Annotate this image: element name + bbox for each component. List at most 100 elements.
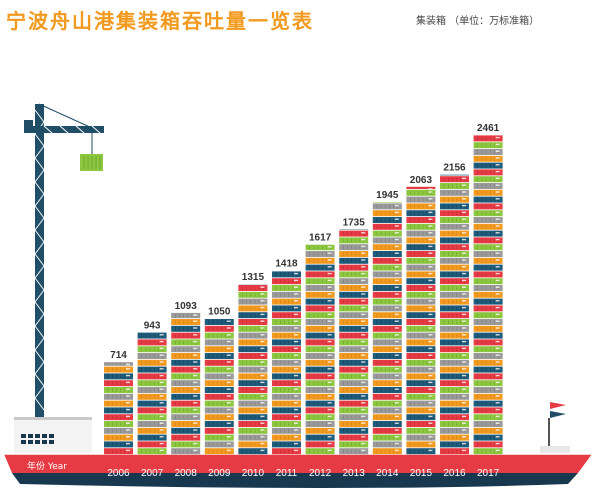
container-tag bbox=[495, 449, 500, 452]
container-tag bbox=[361, 395, 366, 397]
container-tag bbox=[294, 381, 298, 384]
container-tag bbox=[260, 408, 265, 411]
container-box bbox=[339, 407, 369, 414]
container-tag bbox=[226, 340, 231, 343]
container-box bbox=[473, 251, 503, 257]
container-tag bbox=[394, 340, 399, 343]
container-box bbox=[272, 380, 301, 387]
container-tag bbox=[193, 388, 198, 390]
container-box bbox=[372, 202, 402, 203]
container-tag bbox=[428, 211, 433, 214]
container-tag bbox=[495, 395, 500, 397]
container-tag bbox=[226, 402, 231, 404]
container-tag bbox=[394, 238, 399, 241]
container-tag bbox=[428, 442, 433, 445]
container-box bbox=[339, 332, 369, 339]
container-tag bbox=[126, 368, 130, 370]
container-tag bbox=[327, 266, 332, 268]
container-tag bbox=[327, 368, 332, 370]
container-box bbox=[440, 210, 469, 217]
container-box bbox=[440, 380, 469, 387]
container-box bbox=[272, 414, 301, 421]
container-box bbox=[305, 244, 335, 251]
container-tag bbox=[294, 442, 298, 445]
container-tag bbox=[394, 259, 399, 261]
container-box bbox=[406, 366, 436, 373]
container-tag bbox=[327, 272, 332, 275]
container-box bbox=[339, 291, 369, 298]
container-tag bbox=[428, 293, 433, 295]
container-tag bbox=[462, 327, 466, 329]
container-box bbox=[473, 373, 503, 380]
container-tag bbox=[361, 259, 366, 261]
container-tag bbox=[159, 381, 164, 384]
container-tag bbox=[126, 449, 130, 452]
container-tag bbox=[495, 381, 500, 384]
container-tag bbox=[428, 368, 433, 370]
container-tag bbox=[361, 347, 366, 350]
crane-counterweight bbox=[24, 120, 33, 130]
container-box bbox=[171, 414, 201, 421]
container-tag bbox=[495, 170, 500, 173]
container-box bbox=[272, 393, 301, 400]
container-box bbox=[305, 393, 335, 400]
container-tag bbox=[361, 415, 366, 418]
container-box bbox=[137, 434, 167, 441]
container-box bbox=[406, 346, 436, 353]
container-tag bbox=[462, 422, 466, 424]
container-box bbox=[137, 407, 167, 414]
container-box bbox=[473, 278, 503, 285]
container-box bbox=[372, 393, 402, 400]
container-box bbox=[272, 353, 301, 359]
container-box bbox=[272, 407, 301, 414]
container-box bbox=[171, 400, 201, 407]
container-box bbox=[305, 407, 335, 414]
container-tag bbox=[361, 436, 366, 438]
container-tag bbox=[327, 340, 332, 343]
container-box bbox=[440, 257, 469, 264]
container-tag bbox=[428, 395, 433, 397]
container-box bbox=[104, 414, 133, 421]
container-box bbox=[238, 387, 268, 393]
container-box bbox=[305, 271, 335, 278]
container-tag bbox=[159, 436, 164, 438]
container-box bbox=[137, 380, 167, 387]
container-tag bbox=[428, 191, 433, 193]
container-tag bbox=[394, 368, 399, 370]
container-box bbox=[473, 407, 503, 414]
container-tag bbox=[361, 340, 366, 343]
container-tag bbox=[327, 286, 332, 288]
container-tag bbox=[193, 361, 198, 363]
container-box bbox=[372, 305, 402, 312]
container-tag bbox=[462, 306, 466, 309]
container-tag bbox=[394, 429, 399, 431]
container-tag bbox=[226, 442, 231, 445]
container-box bbox=[238, 366, 268, 373]
bar-2006 bbox=[104, 362, 133, 455]
container-box bbox=[204, 353, 234, 359]
container-box bbox=[372, 244, 402, 251]
container-tag bbox=[193, 422, 198, 424]
container-tag bbox=[327, 259, 332, 261]
ship-bridge-roof bbox=[14, 417, 92, 420]
value-label-2011: 1418 bbox=[275, 259, 298, 270]
year-label-2012: 2012 bbox=[309, 468, 332, 479]
container-tag bbox=[126, 429, 130, 431]
year-label-2015: 2015 bbox=[410, 468, 433, 479]
container-box bbox=[272, 332, 301, 339]
container-box bbox=[372, 210, 402, 217]
container-box bbox=[339, 325, 369, 332]
container-tag bbox=[226, 436, 231, 438]
container-box bbox=[440, 278, 469, 285]
container-box bbox=[406, 312, 436, 319]
container-box bbox=[204, 339, 234, 346]
container-tag bbox=[394, 354, 399, 356]
container-box bbox=[272, 359, 301, 366]
container-box bbox=[372, 339, 402, 346]
container-box bbox=[204, 427, 234, 434]
container-box bbox=[272, 448, 301, 455]
container-tag bbox=[394, 272, 399, 275]
container-box bbox=[238, 346, 268, 353]
container-box bbox=[406, 387, 436, 393]
container-tag bbox=[226, 361, 231, 363]
